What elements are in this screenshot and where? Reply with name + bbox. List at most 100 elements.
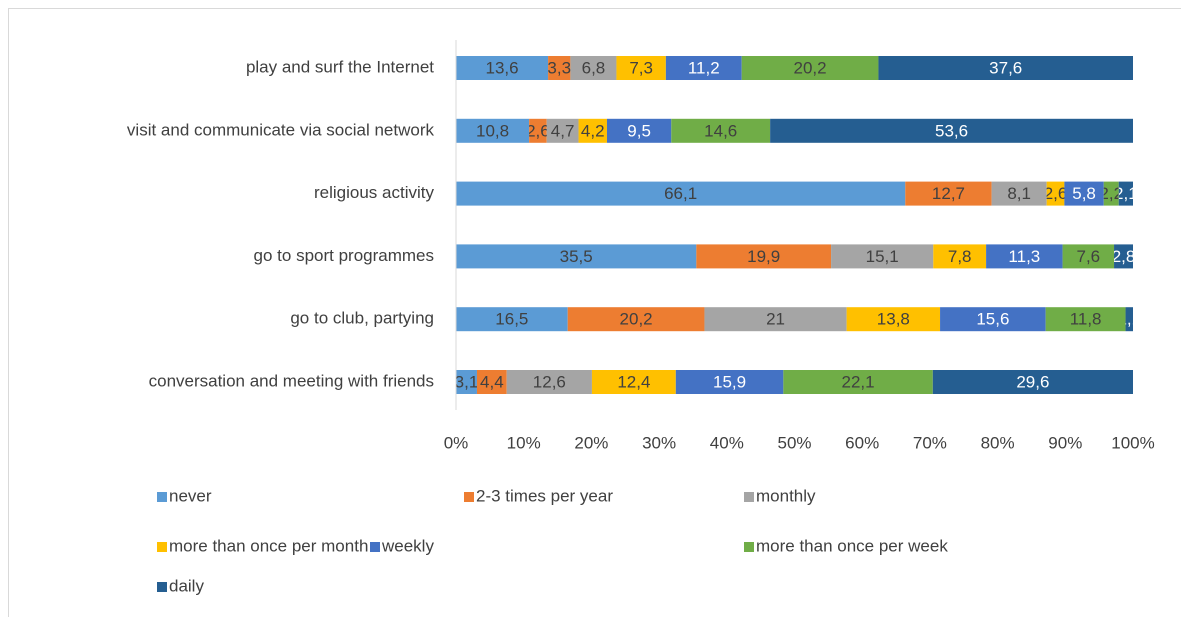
data-label: 2,8 (1112, 247, 1136, 266)
legend-label: more than once per week (756, 536, 948, 555)
data-label: 3,3 (547, 58, 571, 77)
x-tick-label: 100% (1111, 433, 1154, 452)
data-label: 20,2 (620, 310, 653, 329)
data-label: 11,3 (1008, 247, 1040, 266)
bar-segment (456, 56, 549, 80)
data-label: 11,2 (688, 58, 720, 77)
data-label: 15,9 (713, 372, 746, 391)
bar-segment (456, 307, 568, 332)
data-label: 15,6 (976, 310, 1009, 329)
bar-segment (578, 118, 607, 143)
x-tick-label: 20% (574, 433, 608, 452)
data-label: 22,1 (842, 372, 875, 391)
legend-swatch (157, 582, 167, 592)
bar-segment (476, 370, 507, 394)
bar-segment (831, 244, 934, 269)
bar-segment (456, 118, 530, 143)
x-tick-label: 70% (913, 433, 947, 452)
bar-segment (1118, 181, 1133, 206)
data-label: 29,6 (1016, 372, 1049, 391)
data-label: 12,7 (932, 184, 965, 203)
bar-segment (671, 118, 771, 143)
bar-segment (933, 244, 987, 269)
data-label: 7,6 (1076, 247, 1100, 266)
data-label: 14,6 (704, 121, 737, 140)
bar-segment (1064, 181, 1104, 206)
bar-segment (506, 370, 592, 394)
legend-label: more than once per month (169, 536, 368, 555)
bar-segment (567, 307, 705, 332)
x-tick-label: 80% (981, 433, 1015, 452)
bar-segment (1045, 307, 1126, 332)
bar-segment (616, 56, 666, 80)
bar-segment (456, 181, 906, 206)
data-label: 9,5 (627, 121, 651, 140)
legend-label: weekly (381, 536, 434, 555)
data-label: 19,9 (747, 247, 780, 266)
legend-swatch (370, 542, 380, 552)
data-label: 16,5 (495, 310, 528, 329)
data-label: 2,6 (1044, 184, 1068, 203)
bar-segment (1114, 244, 1133, 269)
y-tick-label: religious activity (314, 183, 434, 202)
legend-label: never (169, 486, 212, 505)
bar-segment (548, 56, 571, 80)
bar-segment (940, 307, 1046, 332)
data-label: 5,8 (1072, 184, 1096, 203)
data-label: 13,8 (877, 310, 910, 329)
data-label: 11,8 (1070, 310, 1102, 329)
bar-segment (932, 370, 1133, 394)
bar-segment (741, 56, 879, 80)
legend-swatch (744, 542, 754, 552)
x-tick-label: 30% (642, 433, 676, 452)
x-tick-label: 0% (444, 433, 469, 452)
data-label: 4,7 (551, 121, 575, 140)
data-label: 20,2 (794, 58, 827, 77)
legend-swatch (744, 492, 754, 502)
bar-segment (456, 244, 697, 269)
bar-segment (905, 181, 992, 206)
bar-segment (846, 307, 941, 332)
legend-swatch (157, 542, 167, 552)
data-label: 2,2 (1099, 184, 1123, 203)
bar-segment (665, 56, 742, 80)
bar-segment (591, 370, 676, 394)
legend-swatch (464, 492, 474, 502)
data-label: 1,1 (1117, 310, 1141, 329)
data-label: 53,6 (935, 121, 968, 140)
data-label: 21 (766, 310, 785, 329)
y-tick-label: play and surf the Internet (246, 57, 434, 76)
bar-segment (675, 370, 784, 394)
bar-segment (529, 118, 547, 143)
data-label: 3,1 (455, 372, 479, 391)
y-tick-label: go to club, partying (290, 309, 434, 328)
y-tick-label: visit and communicate via social network (127, 120, 435, 139)
y-tick-label: go to sport programmes (254, 246, 434, 265)
data-label: 10,8 (476, 121, 509, 140)
data-label: 35,5 (560, 247, 593, 266)
bar-segment (704, 307, 847, 332)
bar-segment (1103, 181, 1119, 206)
x-tick-label: 90% (1048, 433, 1082, 452)
bar-segment (546, 118, 579, 143)
bar-segment (991, 181, 1047, 206)
bar-segment (783, 370, 933, 394)
y-tick-label: conversation and meeting with friends (149, 371, 434, 390)
bar-segment (570, 56, 617, 80)
legend-label: 2-3 times per year (476, 486, 613, 505)
bar-segment (986, 244, 1063, 269)
data-label: 8,1 (1007, 184, 1031, 203)
data-label: 37,6 (989, 58, 1022, 77)
data-label: 2,1 (1114, 184, 1138, 203)
data-label: 4,2 (581, 121, 605, 140)
x-tick-label: 10% (507, 433, 541, 452)
data-label: 66,1 (664, 184, 697, 203)
bar-segment (456, 370, 477, 394)
bar-segment (878, 56, 1133, 80)
chart-frame (8, 8, 1181, 617)
data-label: 2,6 (526, 121, 550, 140)
bar-segment (696, 244, 832, 269)
data-label: 15,1 (866, 247, 899, 266)
data-label: 4,4 (480, 372, 504, 391)
